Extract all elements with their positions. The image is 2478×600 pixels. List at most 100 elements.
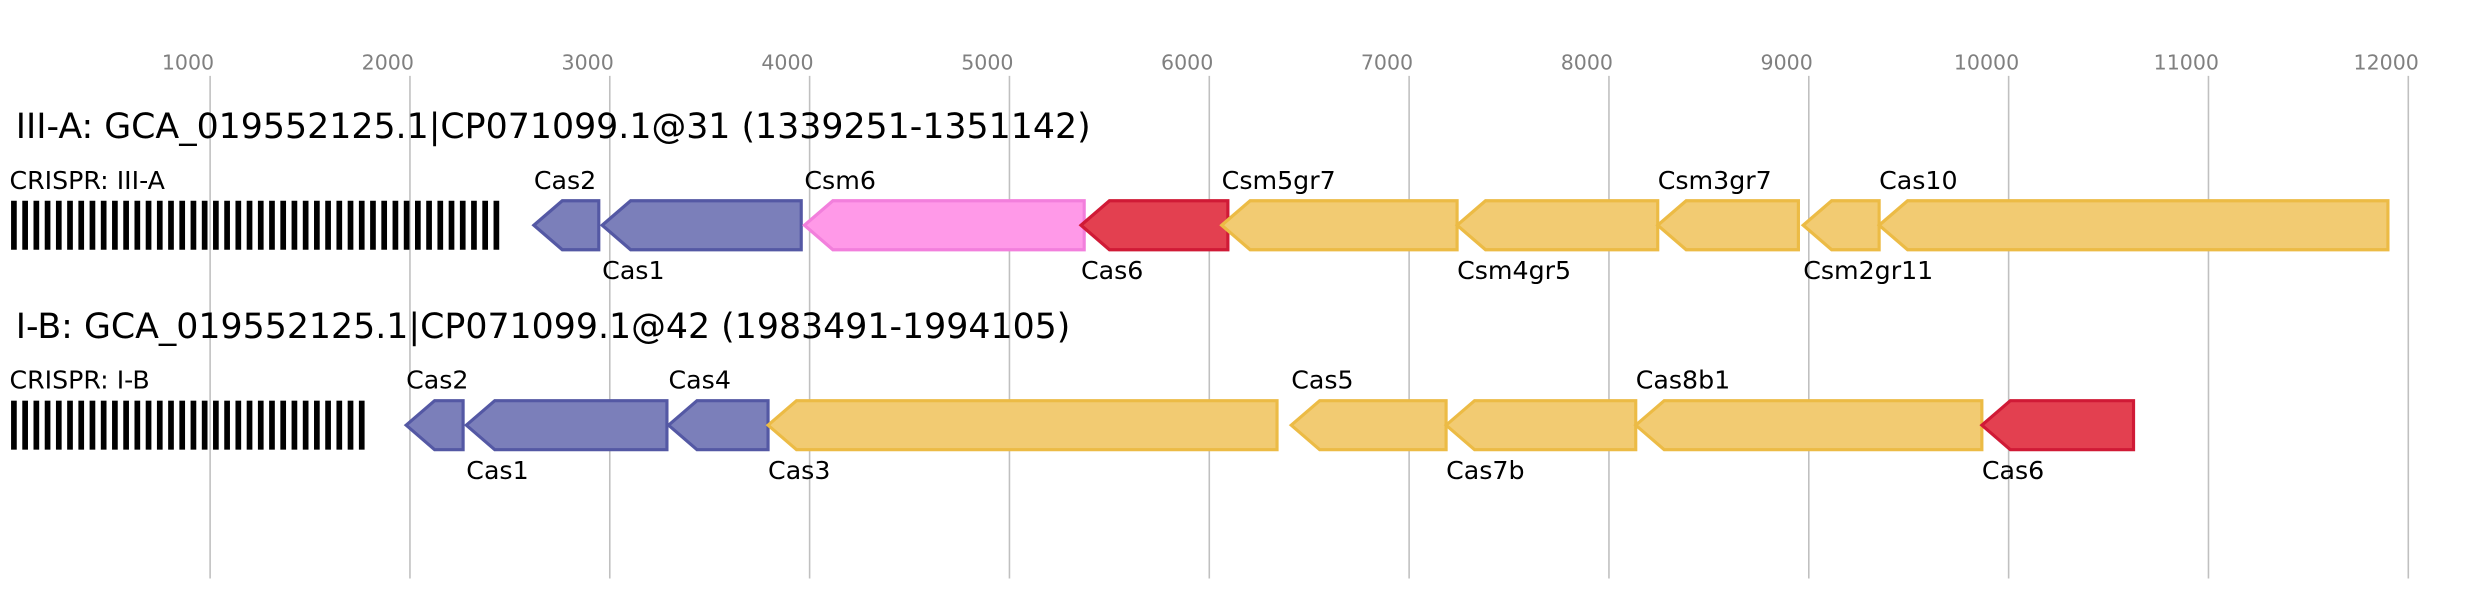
gene-label: Cas6: [1982, 456, 2044, 485]
crispr-repeat: [269, 400, 275, 450]
crispr-repeat: [11, 400, 17, 450]
tick-label: 2000: [362, 50, 414, 74]
tick-label: 11000: [2154, 50, 2219, 74]
crispr-repeat: [257, 400, 264, 450]
gene-arrow: [765, 399, 1279, 452]
crispr-repeat: [201, 200, 208, 250]
gene-arrow: [666, 399, 770, 452]
tick-label: 5000: [961, 50, 1013, 74]
crispr-repeat: [145, 400, 152, 450]
crispr-repeat: [67, 400, 73, 450]
gene-arrow: [1979, 399, 2136, 452]
gene-arrow: [1655, 199, 1800, 252]
crispr-repeat: [459, 200, 466, 250]
crispr-repeat: [224, 200, 230, 250]
tick-label: 9000: [1761, 50, 1813, 74]
crispr-repeat: [370, 200, 376, 250]
gene-label: Cas1: [602, 256, 664, 285]
tick-label: 10000: [1954, 50, 2019, 74]
gene-label: Csm6: [804, 166, 876, 195]
gene-label: Cas7b: [1446, 456, 1524, 485]
crispr-repeat: [179, 200, 186, 250]
crispr-repeat: [123, 200, 129, 250]
crispr-repeat: [33, 400, 40, 450]
crispr-repeat: [213, 200, 219, 250]
crispr-repeat: [336, 200, 343, 250]
tick-label: 7000: [1361, 50, 1413, 74]
gene-label: Cas2: [406, 366, 468, 395]
gene-label: Cas10: [1879, 166, 1957, 195]
tick-label: 8000: [1561, 50, 1613, 74]
gene-arrow: [1078, 199, 1230, 252]
crispr-repeat: [314, 400, 320, 450]
crispr-repeat: [482, 200, 489, 250]
crispr-repeat: [123, 400, 129, 450]
crispr-repeat: [493, 200, 500, 250]
crispr-repeat: [302, 400, 309, 450]
crispr-repeat: [145, 200, 152, 250]
crispr-repeat: [358, 200, 365, 250]
crispr-repeat: [78, 400, 85, 450]
crispr-repeat: [224, 400, 230, 450]
crispr-repeat: [415, 200, 421, 250]
crispr-repeat: [325, 200, 331, 250]
crispr-repeat: [78, 200, 85, 250]
crispr-repeat: [22, 200, 28, 250]
crispr-repeat: [246, 200, 253, 250]
gene-arrow: [1800, 199, 1881, 252]
gene-arrow: [1876, 199, 2390, 252]
gene-label: Cas2: [534, 166, 596, 195]
gene-arrow: [1288, 399, 1448, 452]
gene-label: Cas8b1: [1636, 366, 1730, 395]
crispr-repeat: [44, 400, 51, 450]
crispr-repeat: [381, 200, 388, 250]
crispr-repeat: [112, 400, 118, 450]
crispr-repeat: [426, 200, 432, 250]
crispr-repeat: [134, 200, 141, 250]
crispr-repeat: [201, 400, 208, 450]
crispr-repeat: [213, 400, 219, 450]
crispr-repeat: [280, 200, 287, 250]
crispr-repeat: [471, 200, 477, 250]
gene-arrow: [1443, 399, 1638, 452]
crispr-repeat: [44, 200, 51, 250]
crispr-repeat: [358, 400, 365, 450]
crispr-repeat: [55, 200, 62, 250]
gene-arrow: [463, 399, 669, 452]
crispr-repeat: [156, 200, 163, 250]
gene-label: Cas4: [669, 366, 731, 395]
crispr-repeat: [100, 200, 107, 250]
gene-arrow: [1633, 399, 1984, 452]
crispr-label: CRISPR: III-A: [9, 166, 165, 195]
gene-label: Cas3: [768, 456, 830, 485]
crispr-repeat: [269, 200, 275, 250]
gene-arrow: [801, 199, 1086, 252]
crispr-array: [11, 200, 500, 250]
crispr-repeat: [168, 200, 174, 250]
gene-arrow: [403, 399, 465, 452]
crispr-repeat: [302, 200, 309, 250]
gene-arrow: [531, 199, 601, 252]
track-title: III-A: GCA_019552125.1|CP071099.1@31 (13…: [16, 107, 1091, 147]
tick-label: 1000: [162, 50, 214, 74]
crispr-repeat: [100, 400, 107, 450]
crispr-repeat: [190, 400, 197, 450]
crispr-repeat: [246, 400, 253, 450]
crispr-repeat: [403, 200, 410, 250]
gene-arrow: [1219, 199, 1459, 252]
track-title: I-B: GCA_019552125.1|CP071099.1@42 (1983…: [16, 307, 1071, 347]
crispr-repeat: [67, 200, 73, 250]
gene-arrow: [1454, 199, 1660, 252]
crispr-repeat: [33, 200, 40, 250]
crispr-repeat: [22, 400, 28, 450]
crispr-repeat: [89, 400, 96, 450]
gene-label: Cas1: [466, 456, 528, 485]
crispr-repeat: [448, 200, 455, 250]
crispr-repeat: [437, 200, 444, 250]
tick-label: 4000: [761, 50, 813, 74]
gene-arrow: [599, 199, 803, 252]
crispr-repeat: [257, 200, 264, 250]
crispr-array: [11, 400, 365, 450]
